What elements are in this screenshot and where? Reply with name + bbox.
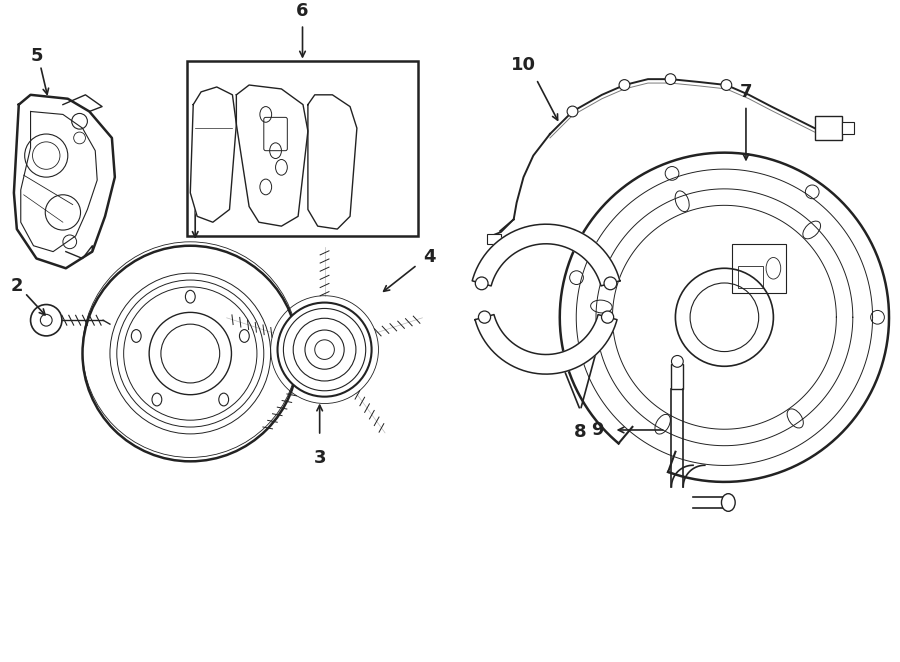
Bar [187,62,418,236]
Text: 1: 1 [189,183,202,201]
Circle shape [475,277,488,290]
Circle shape [721,79,732,91]
Polygon shape [237,85,308,226]
Circle shape [277,303,372,397]
Ellipse shape [722,494,735,511]
Polygon shape [190,87,237,222]
Text: 3: 3 [313,449,326,467]
Polygon shape [472,224,620,286]
Bar [671,364,683,389]
Text: 4: 4 [423,248,436,266]
Circle shape [601,311,614,323]
Circle shape [604,277,617,290]
Bar [487,234,501,244]
Polygon shape [308,95,357,229]
Circle shape [31,305,62,336]
Text: 8: 8 [574,423,587,441]
Text: 2: 2 [11,277,23,295]
Text: 10: 10 [511,56,536,74]
Circle shape [567,106,578,117]
Bar [738,266,762,288]
Circle shape [665,73,676,85]
Circle shape [619,79,630,91]
Polygon shape [475,314,617,374]
Text: 5: 5 [31,46,42,65]
Text: 9: 9 [590,421,603,439]
Bar [814,117,842,140]
Text: 7: 7 [740,83,752,101]
Circle shape [479,311,490,323]
Text: 6: 6 [296,1,309,20]
Bar [733,244,786,293]
Circle shape [671,355,683,367]
Bar [842,122,854,134]
